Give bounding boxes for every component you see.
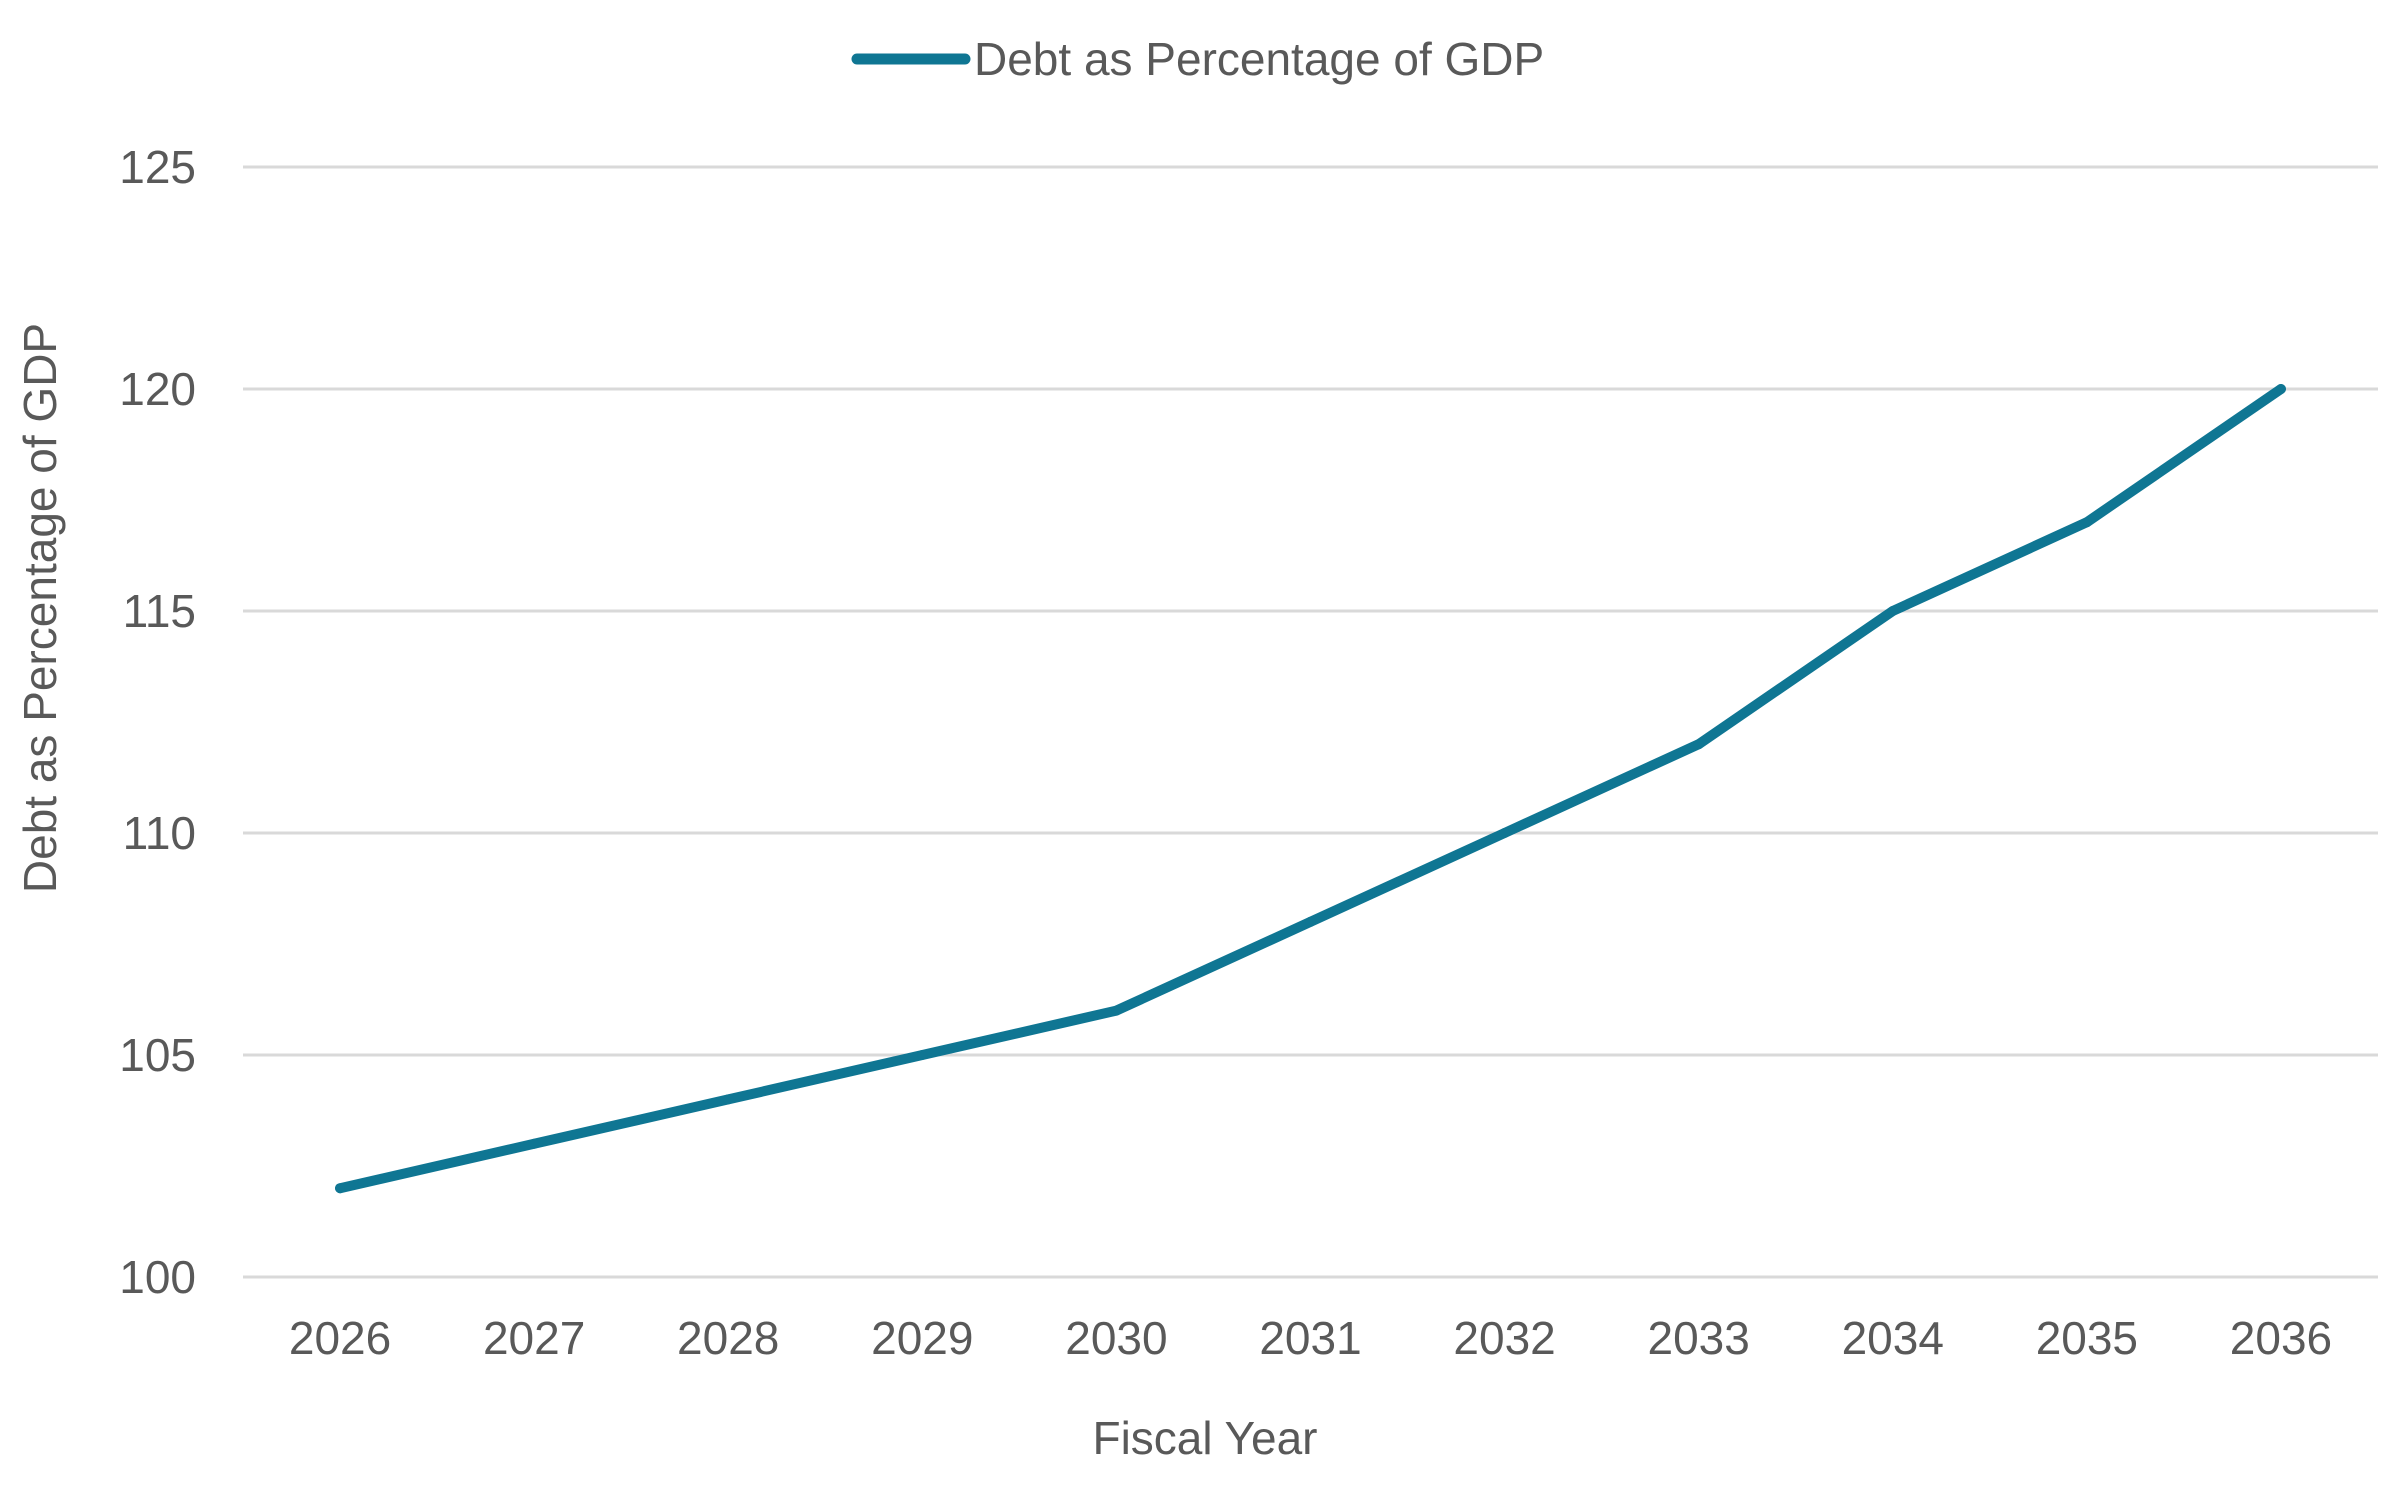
x-axis-ticks: 2026 2027 2028 2029 2030 2031 2032 2033 2034 2035… — [289, 1312, 2332, 1364]
x-tick-label: 2027 — [483, 1312, 585, 1364]
y-tick-label: 110 — [123, 807, 196, 859]
data-point — [2081, 517, 2092, 528]
x-tick-label: 2028 — [677, 1312, 779, 1364]
y-tick-label: 125 — [119, 141, 196, 193]
y-tick-label: 105 — [119, 1029, 196, 1081]
series-lines — [335, 384, 2286, 1194]
y-axis-title: Debt as Percentage of GDP — [14, 323, 66, 893]
x-tick-label: 2034 — [1842, 1312, 1944, 1364]
x-tick-label: 2032 — [1453, 1312, 1555, 1364]
y-tick-label: 115 — [123, 585, 196, 637]
data-point — [2275, 384, 2286, 394]
y-tick-label: 120 — [119, 363, 196, 415]
x-tick-label: 2029 — [871, 1312, 973, 1364]
data-point — [1887, 606, 1898, 616]
data-point — [1693, 739, 1704, 750]
data-point — [917, 1050, 928, 1060]
x-tick-label: 2036 — [2230, 1312, 2332, 1364]
data-point — [723, 1094, 734, 1105]
gridlines — [243, 165, 2378, 1279]
x-tick-label: 2030 — [1065, 1312, 1167, 1364]
x-tick-label: 2035 — [2036, 1312, 2138, 1364]
legend-label: Debt as Percentage of GDP — [974, 33, 1544, 85]
x-tick-label: 2033 — [1648, 1312, 1750, 1364]
data-point — [529, 1138, 540, 1149]
data-point — [1305, 916, 1316, 927]
legend: Debt as Percentage of GDP — [851, 33, 1544, 85]
x-tick-label: 2026 — [289, 1312, 391, 1364]
data-point — [1499, 828, 1510, 838]
x-tick-label: 2031 — [1259, 1312, 1361, 1364]
series-line — [335, 384, 2286, 1194]
data-point — [335, 1183, 346, 1194]
x-axis-title: Fiscal Year — [1092, 1412, 1317, 1464]
data-point — [1111, 1005, 1122, 1016]
y-tick-label: 100 — [119, 1251, 196, 1303]
y-axis-ticks: 100 105 110 115 120 125 — [119, 141, 196, 1303]
